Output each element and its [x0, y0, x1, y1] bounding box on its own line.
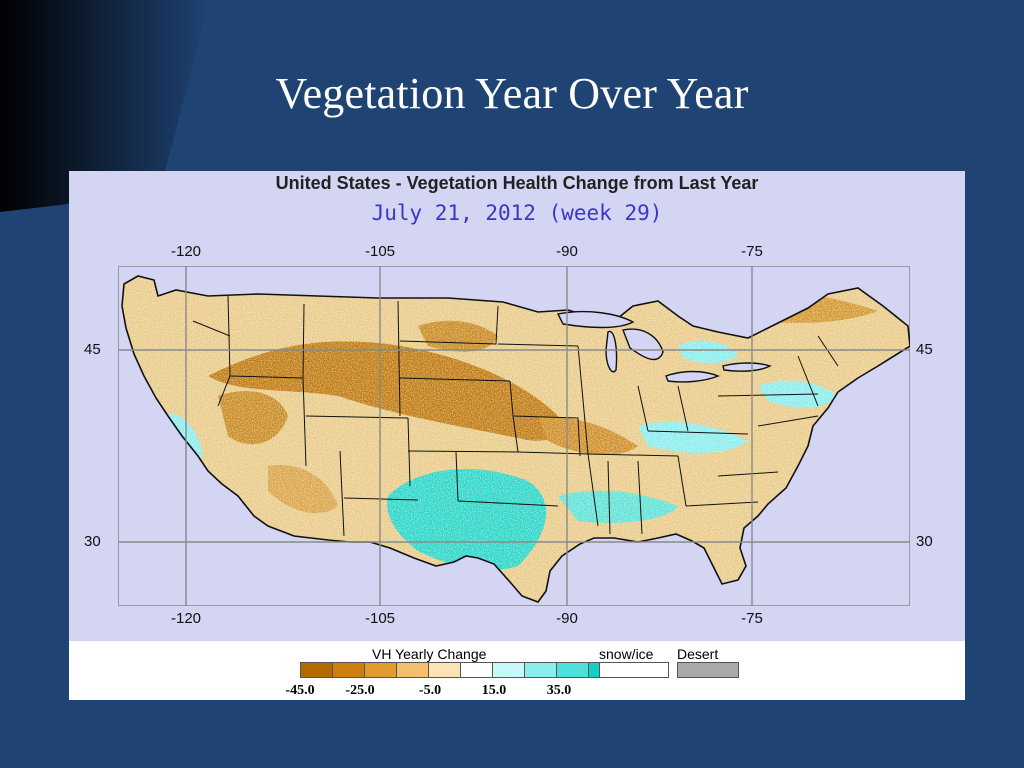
great-lakes: [556, 310, 772, 383]
lon-label-top: -105: [364, 243, 396, 260]
legend-swatch: [460, 662, 493, 678]
desert-label: Desert: [677, 646, 719, 662]
legend-tick-label: -25.0: [345, 683, 375, 698]
vegetation-map-panel: United States - Vegetation Health Change…: [69, 171, 965, 700]
legend-tick-label: -5.0: [418, 683, 442, 698]
legend-swatch: [364, 662, 397, 678]
legend-swatch: [556, 662, 589, 678]
map-date: July 21, 2012 (week 29): [371, 201, 663, 225]
legend-swatch: [492, 662, 525, 678]
legend-swatch: [332, 662, 365, 678]
legend-tick-label: 15.0: [481, 683, 507, 698]
lon-label-bottom: -120: [170, 610, 202, 627]
lon-label-bottom: -105: [364, 610, 396, 627]
lon-label-top: -75: [741, 243, 763, 260]
lon-label-bottom: -75: [741, 610, 763, 627]
graticule: [118, 266, 910, 606]
lon-label-top: -90: [556, 243, 578, 260]
lat-label-right: 30: [916, 533, 933, 550]
us-vegetation-map: [118, 266, 910, 606]
slide-title: Vegetation Year Over Year: [275, 69, 749, 118]
lat-label-left: 45: [84, 341, 101, 358]
desert-swatch: [677, 662, 739, 678]
legend-swatch: [524, 662, 557, 678]
legend-swatch: [396, 662, 429, 678]
lon-label-top: -120: [170, 243, 202, 260]
map-title: United States - Vegetation Health Change…: [275, 173, 759, 193]
legend-color-scale: [300, 662, 653, 678]
legend-tick-label: 35.0: [546, 683, 572, 698]
legend-tick-label: -45.0: [285, 683, 315, 698]
legend-swatch: [428, 662, 461, 678]
lat-label-left: 30: [84, 533, 101, 550]
lon-label-bottom: -90: [556, 610, 578, 627]
lat-label-right: 45: [916, 341, 933, 358]
legend-title: VH Yearly Change: [372, 646, 487, 662]
snow-ice-swatch: [599, 662, 669, 678]
snow-ice-label: snow/ice: [599, 646, 654, 662]
legend-swatch: [300, 662, 333, 678]
